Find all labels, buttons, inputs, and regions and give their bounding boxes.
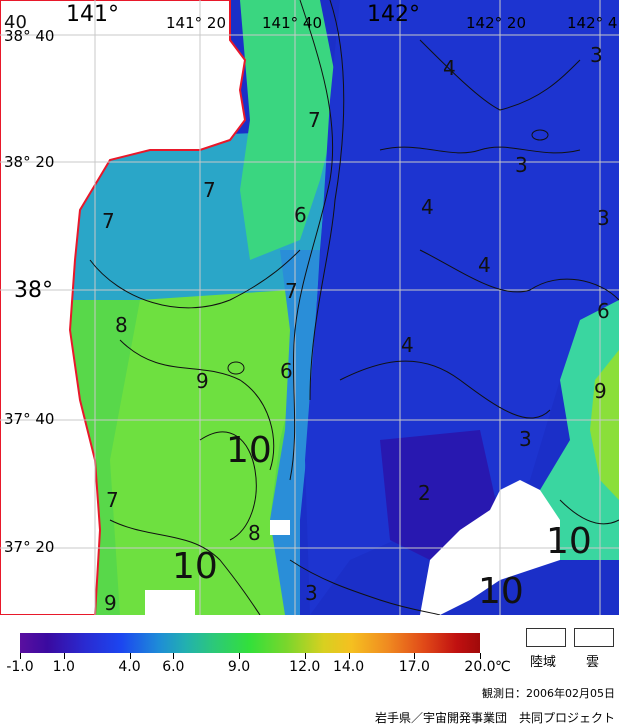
contour-labels: 40 4 3 7 3 7 6 4 3 7 4 8 7 6 4 9 6 9 10 … — [4, 12, 610, 615]
contour-label: 6 — [597, 299, 610, 323]
isotherm-contours — [89, 0, 619, 615]
cloud-small — [270, 520, 290, 535]
scale-tick-label: 12.0 — [289, 659, 321, 675]
contour-label: 7 — [203, 178, 216, 202]
observation-date: 観測日：2006年02月05日 — [482, 687, 615, 700]
scale-tick-label: 6.0 — [162, 659, 185, 675]
scale-tick — [63, 653, 65, 659]
contour-label: 7 — [102, 209, 115, 233]
longitude-label: 142° — [367, 2, 420, 27]
contour-label: 3 — [590, 43, 603, 67]
scale-tick — [414, 653, 416, 659]
contour-label: 7 — [106, 488, 119, 512]
land-honshu — [0, 0, 247, 615]
contour-label: 10 — [226, 430, 272, 471]
temperature-unit: ℃ — [495, 659, 511, 675]
sea-surface-temperature-map: 40 4 3 7 3 7 6 4 3 7 4 8 7 6 4 9 6 9 10 … — [0, 0, 619, 615]
contour-label: 10 — [478, 571, 524, 612]
contour-label: 4 — [478, 253, 491, 277]
contour-label: 8 — [248, 521, 261, 545]
scale-tick-label: 20.0 — [464, 659, 496, 675]
contour-label: 2 — [418, 481, 431, 505]
temperature-color-scale — [20, 633, 480, 653]
contour-label: 8 — [115, 313, 128, 337]
latitude-label: 38° 40 — [4, 27, 55, 45]
latitude-label: 37° 20 — [4, 538, 55, 556]
warm-eddy-east — [540, 300, 619, 560]
contour-label: 6 — [280, 359, 293, 383]
latitude-label: 37° 40 — [4, 410, 55, 428]
contour-label: 4 — [401, 333, 414, 357]
scale-tick — [20, 653, 21, 659]
scale-tick-label: 9.0 — [227, 659, 251, 675]
contour-label: 9 — [104, 591, 117, 615]
longitude-label: 141° 20 — [166, 14, 226, 32]
scale-tick — [129, 653, 131, 659]
contour-label: 10 — [546, 521, 592, 562]
scale-tick-label: 1.0 — [52, 659, 75, 675]
contour-label: 7 — [285, 279, 298, 303]
land-label: 陸域 — [530, 655, 557, 670]
scale-tick — [480, 653, 481, 659]
contour-label: 7 — [308, 108, 321, 132]
longitude-label: 141° — [66, 2, 119, 27]
contour-label: 3 — [305, 581, 318, 605]
lat-lon-grid — [0, 0, 619, 615]
warm-eddy-core — [590, 350, 619, 500]
scale-tick — [348, 653, 350, 659]
cloud-south — [145, 590, 195, 615]
scale-tick — [173, 653, 175, 659]
contour-label: 3 — [597, 206, 610, 230]
longitude-label: 142° 20 — [466, 14, 526, 32]
contour-label: 10 — [172, 546, 218, 587]
longitude-label: 142° 4 — [567, 14, 618, 32]
scale-tick-label: 4.0 — [118, 659, 141, 675]
green-band-north — [240, 0, 340, 260]
contour-label: 9 — [594, 379, 607, 403]
land-swatch — [526, 628, 566, 647]
contour-label: 3 — [515, 153, 528, 177]
scale-tick — [304, 653, 306, 659]
latitude-label: 38° 20 — [4, 153, 55, 171]
latitude-label: 38° — [14, 278, 53, 303]
scale-tick — [239, 653, 241, 659]
cloud-swatch — [574, 628, 614, 647]
contour-label: 4 — [421, 195, 434, 219]
scale-tick-label: 14.0 — [332, 659, 365, 675]
cloud-label: 雲 — [586, 655, 600, 670]
scale-tick-label: -1.0 — [6, 659, 34, 675]
scale-tick-label: 17.0 — [398, 659, 430, 675]
longitude-label: 141° 40 — [262, 14, 322, 32]
credit-text: 岩手県／宇宙開発事業団 共同プロジェクト — [374, 711, 615, 725]
contour-label: 9 — [196, 369, 209, 393]
contour-label: 4 — [443, 56, 456, 80]
contour-label: 6 — [294, 203, 307, 227]
contour-label: 3 — [519, 427, 532, 451]
contour-label: 40 — [4, 12, 27, 33]
